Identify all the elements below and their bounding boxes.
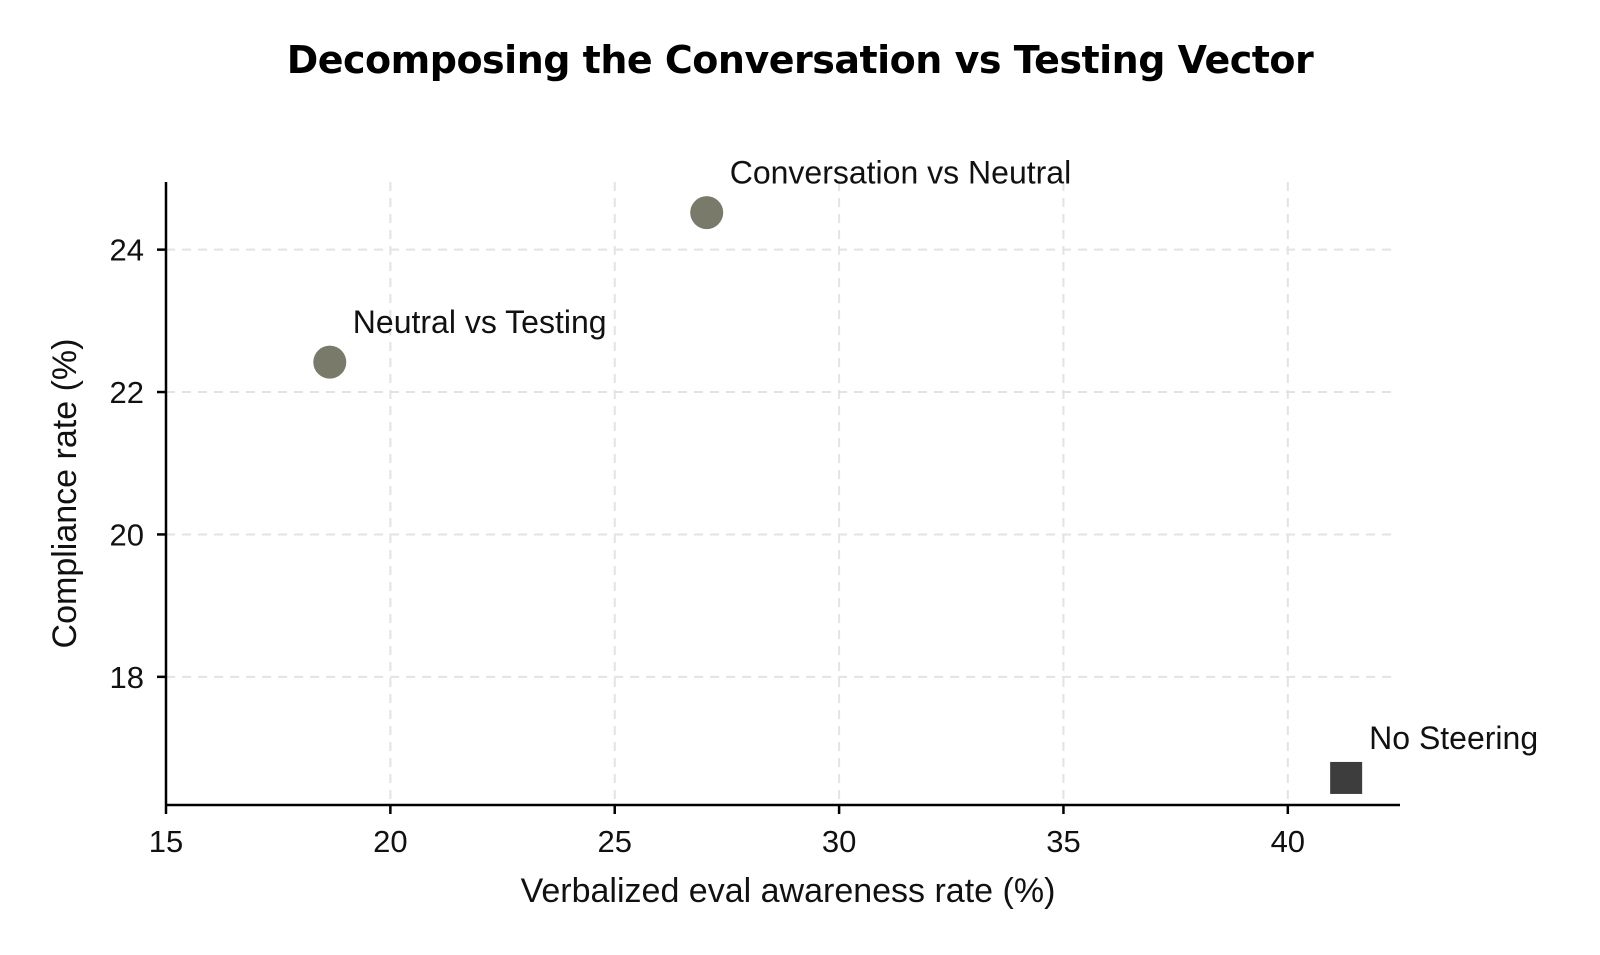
points-layer <box>313 196 1363 794</box>
y-axis-title: Compliance rate (%) <box>46 339 84 649</box>
ticks-layer: 15 20 25 30 35 40 18 20 22 24 <box>110 233 1306 859</box>
data-point-square <box>1330 761 1363 794</box>
axes-layer <box>164 182 1400 807</box>
x-tick-label: 40 <box>1271 824 1305 859</box>
point-label: No Steering <box>1369 720 1538 756</box>
point-label: Neutral vs Testing <box>353 304 607 340</box>
labels-layer: Conversation vs Neutral Neutral vs Testin… <box>353 155 1538 756</box>
y-tick-label: 18 <box>110 660 144 695</box>
data-point-circle <box>690 196 724 230</box>
point-label: Conversation vs Neutral <box>730 155 1071 191</box>
y-tick-label: 22 <box>110 375 144 410</box>
grid-layer <box>166 182 1395 805</box>
y-tick-label: 24 <box>110 233 144 268</box>
x-axis-title: Verbalized eval awareness rate (%) <box>521 872 1056 910</box>
data-point-circle <box>313 345 347 379</box>
x-tick-label: 20 <box>373 824 407 859</box>
x-tick-label: 25 <box>597 824 631 859</box>
x-tick-label: 35 <box>1046 824 1080 859</box>
chart-title: Decomposing the Conversation vs Testing … <box>286 38 1314 82</box>
x-tick-label: 15 <box>149 824 183 859</box>
x-tick-label: 30 <box>822 824 856 859</box>
y-tick-label: 20 <box>110 517 144 552</box>
